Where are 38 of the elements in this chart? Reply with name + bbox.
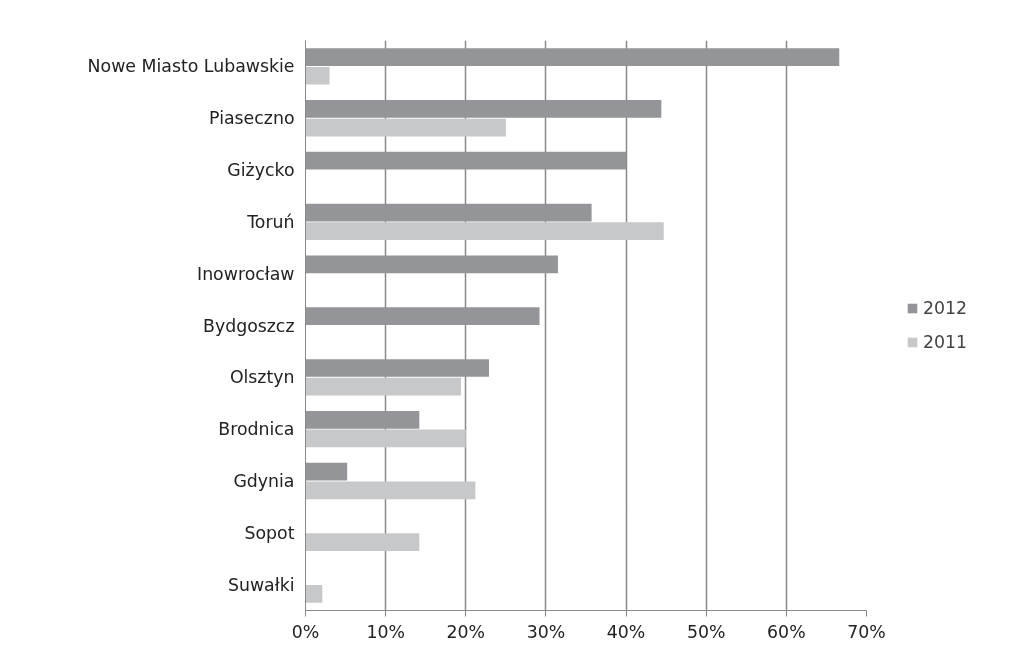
bar <box>305 377 461 396</box>
x-tick-label: 30% <box>526 621 566 642</box>
x-tick-label: 0% <box>291 621 320 642</box>
bar <box>305 462 348 481</box>
y-tick-label: Sopot <box>244 522 295 543</box>
x-tick-label: 70% <box>847 621 886 642</box>
bar <box>305 307 540 326</box>
x-tick-label: 60% <box>767 621 806 642</box>
bar <box>305 585 323 603</box>
legend-label: 2011 <box>923 332 968 352</box>
bar <box>305 533 420 551</box>
legend-label: 2012 <box>923 298 968 318</box>
y-tick-label: Toruń <box>246 211 295 232</box>
y-tick-label: Suwałki <box>227 574 295 595</box>
bar <box>305 203 592 222</box>
bar <box>305 66 330 85</box>
bar <box>305 429 466 448</box>
bar <box>305 100 662 118</box>
bar <box>305 151 627 170</box>
bar <box>305 410 420 429</box>
x-tick-label: 20% <box>446 621 486 642</box>
x-tick-label: 50% <box>686 621 726 642</box>
y-tick-label: Nowe Miasto Lubawskie <box>87 56 295 77</box>
y-tick-label: Piaseczno <box>209 108 295 129</box>
bar <box>305 222 664 241</box>
y-tick-label: Giżycko <box>227 160 295 181</box>
bar <box>305 255 558 274</box>
x-tick-label: 10% <box>366 621 405 642</box>
y-tick-label: Olsztyn <box>229 367 295 388</box>
y-tick-label: Inowrocław <box>197 263 295 284</box>
bar <box>305 481 476 500</box>
x-tick-label: 40% <box>606 621 646 642</box>
y-tick-label: Bydgoszcz <box>203 315 295 336</box>
y-tick-label: Gdynia <box>233 470 295 491</box>
bar <box>305 48 840 66</box>
y-tick-label: Brodnica <box>218 419 295 440</box>
bar <box>305 118 506 137</box>
bar <box>305 359 490 377</box>
